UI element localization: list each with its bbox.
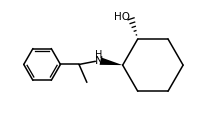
Text: N: N [95,56,103,66]
Text: HO: HO [114,12,130,22]
Text: H: H [95,50,103,60]
Polygon shape [100,57,123,65]
